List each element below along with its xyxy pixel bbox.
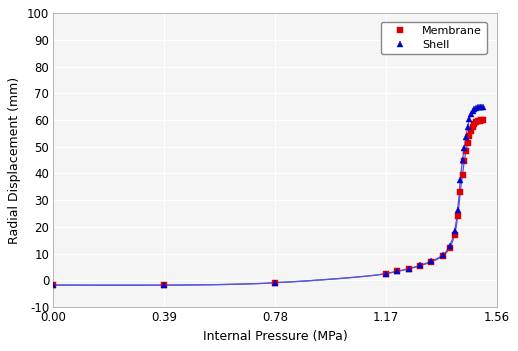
Shell [474,105,481,110]
Shell [394,269,400,273]
Shell [468,112,474,116]
Shell [417,263,423,267]
Membrane [459,173,466,177]
Membrane [477,119,483,123]
Shell [470,109,476,113]
Shell [465,125,471,129]
X-axis label: Internal Pressure (MPa): Internal Pressure (MPa) [203,330,348,343]
Shell [473,106,479,110]
Shell [406,266,412,271]
Membrane [383,271,389,276]
Membrane [406,267,412,271]
Shell [466,117,472,121]
Membrane [272,280,278,285]
Membrane [428,260,435,264]
Shell [480,105,486,109]
Membrane [465,141,471,145]
Shell [457,178,463,182]
Shell [383,271,389,276]
Shell [428,259,435,263]
Shell [471,107,478,112]
Shell [161,283,167,287]
Shell [478,105,484,109]
Membrane [457,190,463,194]
Membrane [470,125,476,129]
Shell [447,244,453,248]
Shell [463,135,469,140]
Membrane [474,119,481,123]
Membrane [161,283,167,287]
Shell [272,280,278,285]
Membrane [468,129,474,133]
Membrane [471,122,478,126]
Membrane [480,118,486,122]
Membrane [466,134,472,138]
Shell [455,207,461,212]
Membrane [439,254,445,258]
Legend: Membrane, Shell: Membrane, Shell [381,22,486,54]
Membrane [478,118,484,122]
Line: Shell: Shell [50,104,486,288]
Y-axis label: Radial Displacement (mm): Radial Displacement (mm) [8,77,21,244]
Membrane [455,214,461,218]
Membrane [394,269,400,273]
Membrane [473,120,479,124]
Shell [459,158,466,162]
Membrane [463,149,469,153]
Shell [50,283,56,287]
Membrane [50,283,56,287]
Membrane [452,233,458,237]
Line: Membrane: Membrane [50,117,486,288]
Shell [477,105,483,109]
Shell [452,229,458,233]
Shell [439,253,445,258]
Shell [461,146,467,150]
Membrane [447,246,453,250]
Membrane [461,159,467,164]
Membrane [417,264,423,268]
